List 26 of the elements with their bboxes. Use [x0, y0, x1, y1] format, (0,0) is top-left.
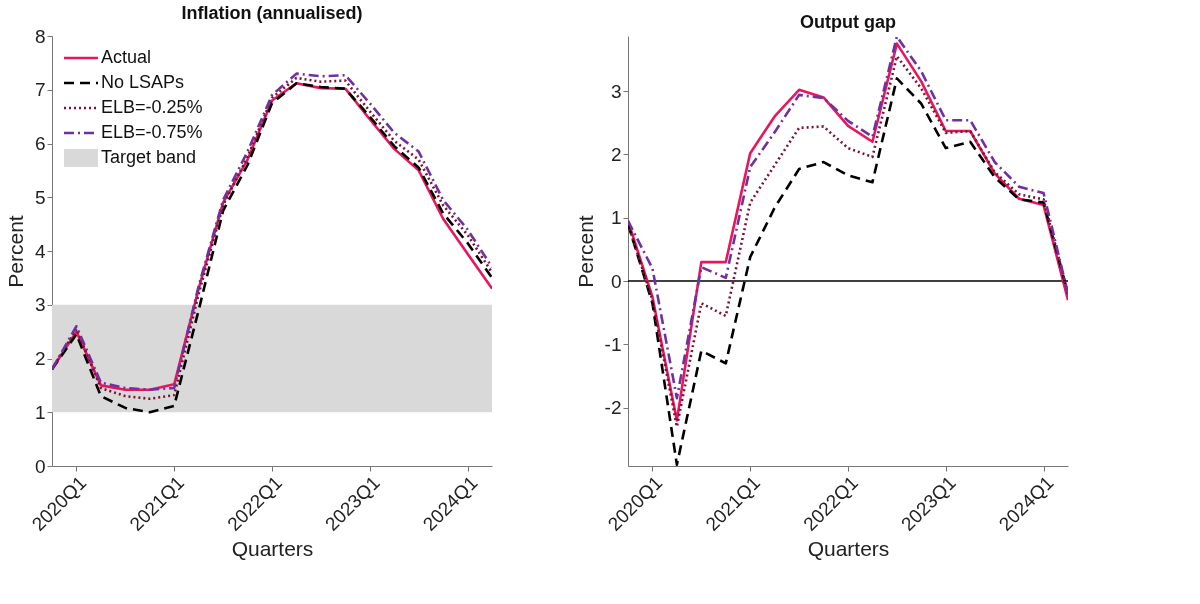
legend-label: Actual: [101, 47, 152, 67]
y-tick-label: -1: [604, 333, 622, 355]
y-axis-title: Percent: [573, 215, 597, 288]
y-tick-label: 3: [610, 80, 622, 102]
chart-title: Output gap: [800, 12, 896, 32]
legend-label: Target band: [101, 147, 197, 167]
legend-label: No LSAPs: [101, 72, 185, 92]
y-tick-label: 2: [34, 348, 46, 369]
y-tick-label: -2: [604, 397, 622, 419]
y-tick-label: 2: [610, 143, 622, 165]
y-tick-label: 3: [34, 294, 46, 316]
y-tick-label: 1: [34, 401, 46, 423]
x-axis-title: Quarters: [807, 536, 890, 560]
legend-label: ELB=-0.75%: [101, 122, 203, 142]
y-axis-title: Percent: [3, 215, 27, 288]
y-tick-label: 0: [610, 270, 622, 292]
y-tick-label: 0: [34, 455, 46, 477]
y-tick-label: 6: [34, 133, 46, 154]
chart-title: Inflation (annualised): [181, 3, 363, 23]
y-tick-label: 4: [34, 240, 46, 262]
y-tick-label: 1: [610, 207, 622, 229]
y-tick-label: 5: [34, 186, 46, 208]
x-axis-title: Quarters: [231, 536, 314, 560]
y-tick-label: 8: [34, 25, 46, 47]
y-tick-label: 7: [34, 79, 46, 101]
legend-label: ELB=-0.25%: [101, 97, 203, 117]
